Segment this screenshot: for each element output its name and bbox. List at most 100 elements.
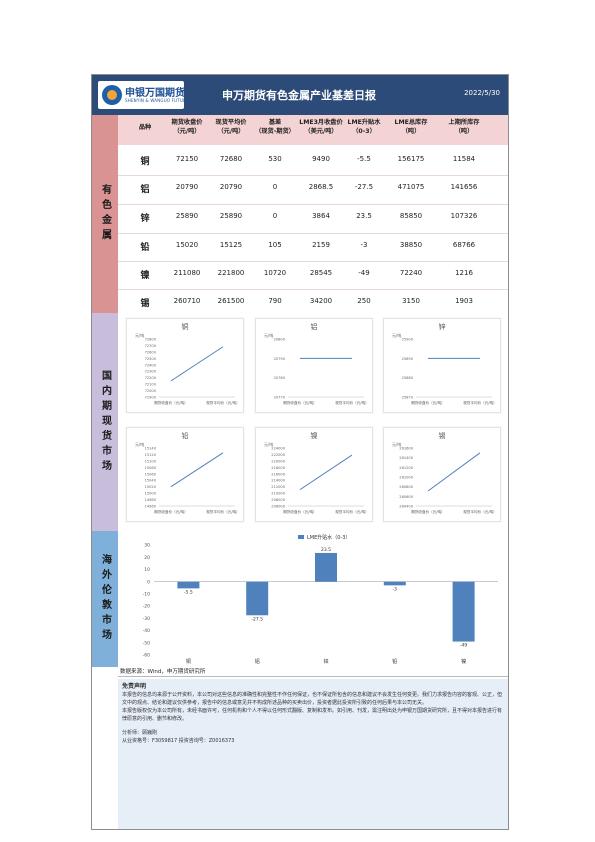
mini-chart-tick-label: 261200 <box>399 466 413 470</box>
mini-chart-tick-label: 72200 <box>145 376 157 380</box>
table-cell: 15125 <box>219 241 243 249</box>
table-cell: 0 <box>272 212 278 220</box>
mini-chart-x-label: 现货平均价（元/吨） <box>463 400 497 405</box>
logo-en-text: SHENYIN & WANGUO FUTURES <box>125 98 192 103</box>
category-label: 镍 <box>461 658 466 665</box>
table-cell: 10720 <box>263 269 287 277</box>
table-cell: 211080 <box>173 269 201 277</box>
table-row-metal: 铅 <box>140 243 150 253</box>
report-date: 2022/5/30 <box>464 89 500 97</box>
category-label: 铝 <box>255 658 260 665</box>
y-tick-label: -30 <box>143 616 150 622</box>
table-cell: 141656 <box>450 183 478 191</box>
table-cell: 38850 <box>399 241 423 249</box>
mini-chart-tick-label: 25890 <box>402 357 414 361</box>
mini-chart-tick-label: 20770 <box>274 396 286 400</box>
table-cell: 9490 <box>312 155 330 163</box>
bar-value-label: -3 <box>393 586 398 592</box>
mini-chart-5: 锡元/吨 261600 261400 261200 261000 260800 260600… <box>383 427 501 522</box>
table-cell: 260710 <box>173 297 201 305</box>
mini-chart-unit: 元/吨 <box>264 442 274 447</box>
table-header-line: 现货平均价 <box>215 119 247 126</box>
mini-chart-tick-label: 222000 <box>271 453 285 457</box>
table-cell: 20790 <box>219 183 243 191</box>
disclaimer-box: 免责声明 本报告的信息均来源于公开资料，本公司对这些信息的准确性和完整性不作任何… <box>118 679 508 829</box>
mini-chart-x-label: 现货平均价（元/吨） <box>206 400 240 405</box>
table-header-line: LME3月收盘价 <box>299 119 343 126</box>
table-cell: 20790 <box>175 183 199 191</box>
mini-chart-svg: 224000 222000 220000 218000 216000 214000 2120… <box>271 447 369 515</box>
table-cell: 790 <box>268 297 282 305</box>
table-cell: -49 <box>358 269 370 277</box>
mini-chart-tick-label: 72400 <box>145 363 157 367</box>
table-cell: -3 <box>360 241 368 249</box>
mini-chart-tick-label: 208000 <box>271 498 285 502</box>
table-cell: 221800 <box>217 269 245 277</box>
table-header-cell: LME总库存 （吨） <box>386 118 436 136</box>
table-header-line: （吨） <box>401 128 421 135</box>
mini-chart-2: 锌元/吨 25900 25890 25880 25870 期货收盘价（元/吨） 现货平均价（… <box>383 318 501 413</box>
table-header-line: （0-3） <box>352 128 376 135</box>
legend-swatch <box>298 535 304 539</box>
section-label-overseas: 海外伦敦市场 <box>92 531 118 667</box>
mini-chart-x-label: 现货平均价（元/吨） <box>206 509 240 514</box>
table-cell: 530 <box>268 155 282 163</box>
mini-chart-tick-label: 20780 <box>274 376 286 380</box>
mini-chart-tick-label: 15060 <box>145 472 157 476</box>
bar-value-label: 23.5 <box>321 547 331 553</box>
table-header-cell: LME3月收盘价 （美元/吨） <box>298 118 344 136</box>
mini-chart-tick-label: 15020 <box>145 485 157 489</box>
mini-chart-x-label: 期货收盘价（元/吨） <box>154 509 188 514</box>
table-header-line: （元/吨） <box>173 128 201 135</box>
disclaimer-text-1: 本报告的信息均来源于公开资料，本公司对这些信息的准确性和完整性不作任何保证，也不… <box>122 692 503 706</box>
table-cell: 471075 <box>397 183 425 191</box>
table-header-cell: 品种 <box>128 123 162 132</box>
mini-chart-tick-label: 261000 <box>399 476 413 480</box>
legend-label: LME升贴水（0-3） <box>307 534 350 541</box>
mini-chart-tick-label: 15100 <box>145 459 157 463</box>
report-sheet: 申银万国期货 SHENYIN & WANGUO FUTURES 申万期货有色金属… <box>91 74 509 830</box>
table-header-line: 品种 <box>138 124 152 131</box>
table-cell: 25890 <box>219 212 243 220</box>
mini-chart-tick-label: 261600 <box>399 447 413 451</box>
mini-chart-series-line <box>170 452 224 488</box>
mini-chart-title: 镍 <box>310 432 318 440</box>
table-cell: 1903 <box>455 297 473 305</box>
table-cell: 2159 <box>312 241 330 249</box>
y-tick-label: -40 <box>143 628 150 634</box>
table-cell: 250 <box>357 297 371 305</box>
mini-chart-unit: 元/吨 <box>135 333 145 338</box>
category-label: 锌 <box>323 658 328 665</box>
mini-chart-title: 铝 <box>310 323 318 331</box>
table-row-metal: 铜 <box>140 157 150 167</box>
mini-chart-title: 铜 <box>181 323 189 331</box>
table-cell: 105 <box>268 241 282 249</box>
table-header-line: LME升贴水 <box>347 119 381 126</box>
table-header-cell: 上期所库存 （吨） <box>438 118 490 136</box>
mini-chart-x-label: 现货平均价（元/吨） <box>335 509 369 514</box>
mini-chart-unit: 元/吨 <box>135 442 145 447</box>
mini-chart-unit: 元/吨 <box>392 442 402 447</box>
table-cell: 2868.5 <box>308 183 334 191</box>
report-footer: 数据来源：Wind，申万期货研究所 免责声明 本报告的信息均来源于公开资料，本公… <box>118 667 508 829</box>
mini-chart-tick-label: 72700 <box>145 344 157 348</box>
table-row-metal: 锌 <box>140 214 150 224</box>
table-header-cell: 现货平均价 （元/吨） <box>210 118 252 136</box>
table-cell: 28545 <box>309 269 333 277</box>
table-cell: 261500 <box>217 297 245 305</box>
table-cell: 23.5 <box>356 212 372 220</box>
bar-value-label: -5.5 <box>184 589 193 595</box>
mini-chart-tick-label: 260600 <box>399 495 413 499</box>
mini-chart-tick-label: 72800 <box>145 338 157 342</box>
mini-chart-tick-label: 261400 <box>399 456 413 460</box>
table-cell: 11584 <box>452 155 476 163</box>
mini-chart-svg: 261600 261400 261200 261000 260800 260600 2604… <box>399 447 497 515</box>
row-divider <box>118 261 508 262</box>
domestic-mini-charts: 铜元/吨 72800 72700 72600 72500 72400 72300 72200 7… <box>118 313 508 531</box>
mini-chart-tick-label: 260800 <box>399 485 413 489</box>
mini-chart-series-line <box>299 454 353 491</box>
lme-spread-svg: LME升贴水（0-3） 30 20 10 0 -10 -20 -30 -40 -50 -60 -5.5… <box>143 534 498 665</box>
bar <box>246 581 269 616</box>
mini-chart-tick-label: 216000 <box>271 472 285 476</box>
mini-chart-tick-label: 71900 <box>145 396 157 400</box>
